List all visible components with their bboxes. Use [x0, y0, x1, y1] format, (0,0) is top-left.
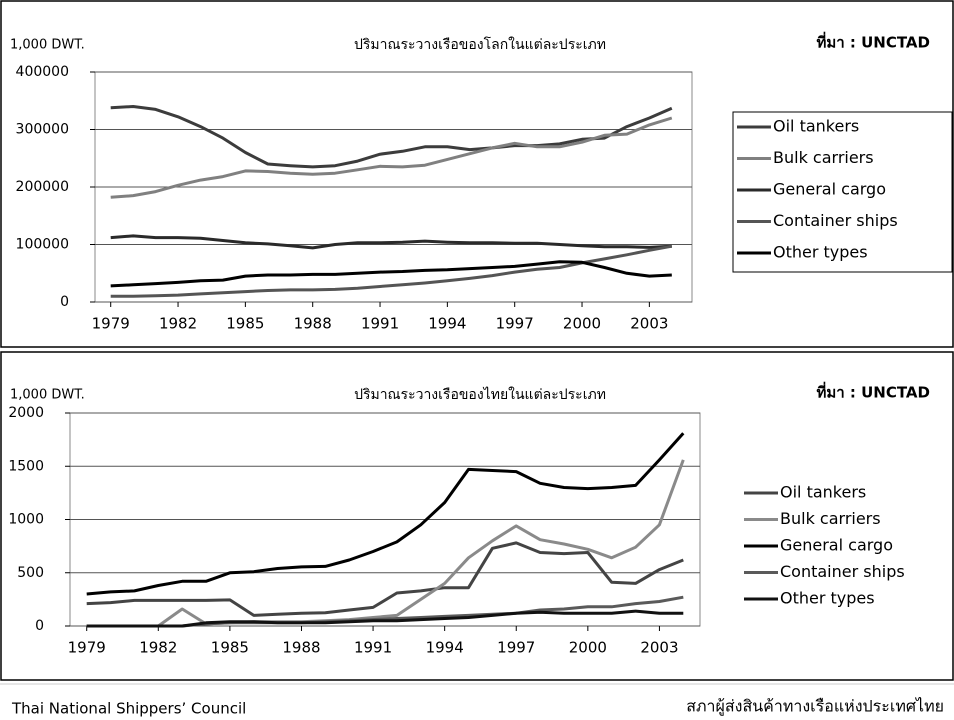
- legend-label: General cargo: [773, 180, 886, 199]
- x-tick-label: 1991: [361, 315, 399, 333]
- y-tick-label: 400000: [16, 64, 69, 80]
- x-tick-label: 1979: [68, 639, 106, 657]
- source-label: ที่มา : UNCTAD: [816, 32, 930, 52]
- y-unit-label: 1,000 DWT.: [10, 388, 85, 403]
- x-tick-label: 1994: [426, 639, 464, 657]
- chart-title: ปริมาณระวางเรือของโลกในแต่ละประเภท: [354, 36, 606, 53]
- x-tick-label: 1991: [354, 639, 392, 657]
- legend-label: Oil tankers: [773, 117, 859, 136]
- y-tick-label: 0: [35, 618, 44, 634]
- series-line: [86, 432, 685, 596]
- x-tick-label: 1985: [226, 315, 264, 333]
- series-line: [86, 609, 684, 628]
- x-tick-label: 1979: [92, 315, 130, 333]
- x-tick-label: 1994: [428, 315, 466, 333]
- x-tick-label: 1997: [497, 639, 535, 657]
- x-tick-label: 1985: [211, 639, 249, 657]
- series-line: [110, 105, 673, 169]
- legend-label: Container ships: [780, 562, 905, 581]
- legend-label: Container ships: [773, 211, 898, 230]
- series-line: [110, 116, 673, 199]
- x-tick-label: 1988: [282, 639, 320, 657]
- legend-box: [732, 111, 953, 273]
- footer-right: สภาผู้ส่งสินค้าทางเรือแห่งประเทศไทย: [686, 697, 944, 717]
- x-tick-label: 1982: [159, 315, 197, 333]
- legend-label: Bulk carriers: [773, 148, 874, 167]
- series-line: [86, 541, 684, 617]
- legend-label: Oil tankers: [780, 483, 866, 502]
- source-label: ที่มา : UNCTAD: [816, 382, 930, 402]
- y-tick-label: 500: [17, 565, 44, 581]
- y-tick-label: 200000: [16, 179, 69, 195]
- chart-title: ปริมาณระวางเรือของไทยในแต่ละประเภท: [354, 386, 606, 403]
- y-unit-label: 1,000 DWT.: [10, 38, 85, 53]
- y-tick-label: 100000: [16, 237, 69, 253]
- footer-left: Thai National Shippers’ Council: [11, 700, 246, 718]
- x-tick-label: 2003: [640, 639, 678, 657]
- y-tick-label: 300000: [16, 122, 69, 138]
- legend-label: General cargo: [780, 536, 893, 555]
- x-tick-label: 1997: [496, 315, 534, 333]
- series-line: [86, 459, 685, 628]
- y-tick-label: 0: [60, 294, 69, 310]
- legend-label: Bulk carriers: [780, 509, 881, 528]
- y-tick-label: 1500: [8, 458, 44, 474]
- y-tick-label: 2000: [8, 405, 44, 421]
- x-tick-label: 1982: [139, 639, 177, 657]
- legend-label: Other types: [780, 589, 875, 608]
- y-tick-label: 1000: [8, 512, 44, 528]
- x-tick-label: 2000: [563, 315, 601, 333]
- x-tick-label: 2003: [630, 315, 668, 333]
- legend-label: Other types: [773, 243, 868, 262]
- x-tick-label: 1988: [294, 315, 332, 333]
- series-line: [110, 234, 672, 250]
- x-tick-label: 2000: [569, 639, 607, 657]
- series-line: [110, 260, 672, 288]
